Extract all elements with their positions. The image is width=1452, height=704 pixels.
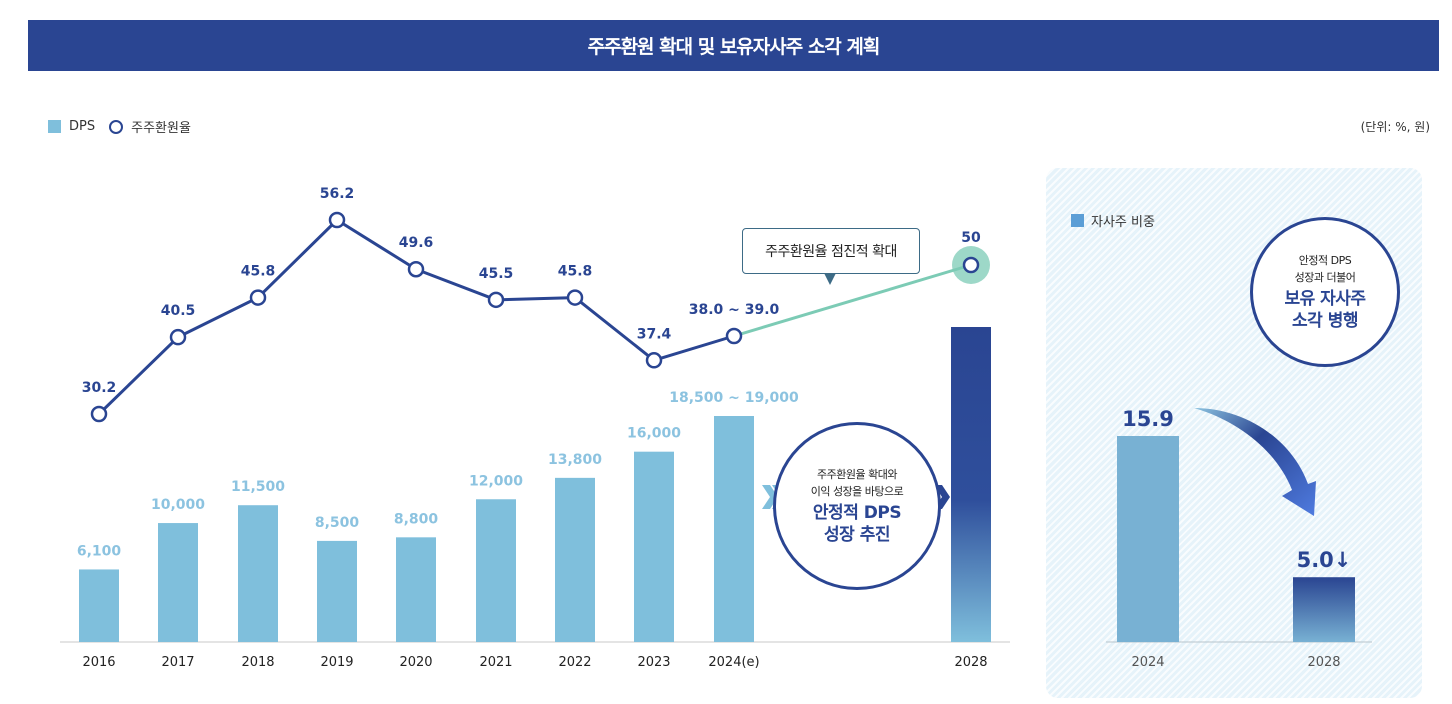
dps-bar-2023	[634, 451, 674, 642]
payout-ratio-point	[566, 289, 584, 306]
dps-bar-label: 6,100	[77, 543, 122, 559]
x-tick-label: 2021	[479, 655, 512, 670]
dps-legend-swatch	[48, 120, 61, 133]
treasury-x-tick-label: 2024	[1131, 655, 1164, 670]
dps-payout-chart: 6,100 10,000 11,500 8,500 8,800 12,000 13,800 1…	[60, 186, 1010, 670]
payout-ratio-label: 45.8	[558, 264, 593, 280]
treasury-legend-label: 자사주 비중	[1091, 215, 1155, 230]
treasury-legend-swatch	[1071, 214, 1084, 227]
dps-bar-label: 16,000	[627, 426, 681, 442]
treasury-bar-2028	[1293, 577, 1355, 642]
dps-bar-label: 11,500	[231, 479, 285, 495]
dps-bar-2024(e)	[714, 416, 754, 642]
dps-bar-2022	[555, 477, 595, 642]
payout-ratio-label: 49.6	[399, 235, 434, 251]
payout-ratio-point	[90, 405, 108, 423]
payout-ratio-point	[249, 289, 267, 306]
payout-ratio-point	[328, 211, 346, 229]
payout-ratio-point	[962, 256, 980, 274]
ratio-legend-marker-icon	[109, 119, 124, 134]
x-tick-label: 2020	[399, 655, 432, 670]
dps-bar-2028	[951, 327, 991, 642]
treasury-legend: 자사주 비중	[1071, 211, 1155, 230]
treasury-bar-label: 5.0↓	[1297, 548, 1352, 572]
payout-ratio-projection-line	[733, 263, 972, 338]
dps-bar-2020	[396, 537, 436, 642]
payout-ratio-point	[407, 260, 425, 278]
payout-callout: 주주환원율 점진적 확대	[742, 228, 920, 274]
page-title-banner: 주주환원 확대 및 보유자사주 소각 계획	[28, 20, 1439, 71]
dps-note-line2: 이익 성장을 바탕으로	[810, 485, 904, 498]
dps-bar-label: 8,500	[315, 515, 360, 531]
dps-bar-2021	[476, 499, 516, 642]
payout-ratio-label: 30.2	[82, 380, 117, 396]
unit-label: (단위: %, 원)	[1360, 120, 1430, 134]
payout-ratio-label: 45.5	[479, 266, 514, 282]
x-tick-label: 2017	[161, 655, 194, 670]
payout-ratio-point	[645, 352, 663, 369]
callout-tail	[824, 273, 836, 285]
page-title: 주주환원 확대 및 보유자사주 소각 계획	[587, 36, 881, 58]
dps-growth-note: 주주환원율 확대와 이익 성장을 바탕으로 안정적 DPS 성장 추진	[773, 422, 941, 590]
payout-ratio-point	[169, 328, 187, 346]
ratio-legend-label: 주주환원율	[131, 121, 191, 136]
treasury-x-tick-label: 2028	[1307, 655, 1340, 670]
x-tick-label: 2023	[637, 655, 670, 670]
x-tick-label: 2028	[954, 655, 987, 670]
treasury-cancel-note: 안정적 DPS 성장과 더불어 보유 자사주 소각 병행	[1250, 217, 1400, 367]
payout-ratio-point	[487, 291, 505, 309]
treasury-note-line1: 안정적 DPS	[1298, 254, 1352, 267]
dps-bar-label: 12,000	[469, 473, 523, 489]
x-tick-label: 2024(e)	[708, 655, 759, 670]
treasury-bar-label: 15.9	[1122, 407, 1174, 431]
payout-ratio-label: 50	[961, 230, 981, 246]
x-tick-label: 2016	[82, 655, 115, 670]
payout-ratio-point	[725, 327, 743, 345]
payout-ratio-label: 56.2	[320, 186, 355, 202]
treasury-stock-chart: 15.9 2024 5.0↓ 2028	[1106, 407, 1372, 670]
dps-note-line3: 안정적 DPS	[812, 503, 902, 523]
x-tick-label: 2018	[241, 655, 274, 670]
treasury-note-line3: 보유 자사주	[1284, 289, 1366, 309]
dps-bar-label: 18,500 ~ 19,000	[669, 390, 799, 406]
dps-bar-label: 10,000	[151, 497, 205, 513]
decrease-arrow-icon	[1194, 408, 1316, 516]
dps-bar-2016	[79, 569, 119, 642]
dps-note-line4: 성장 추진	[824, 525, 890, 545]
payout-ratio-label: 38.0 ~ 39.0	[689, 302, 780, 318]
treasury-note-line4: 소각 병행	[1292, 311, 1358, 331]
dps-bar-2019	[317, 540, 357, 642]
payout-ratio-label: 45.8	[241, 264, 276, 280]
dps-bar-2017	[158, 523, 198, 642]
dps-note-line1: 주주환원율 확대와	[817, 468, 897, 481]
treasury-note-line2: 성장과 더불어	[1294, 271, 1356, 284]
dps-bar-2018	[238, 505, 278, 642]
x-tick-label: 2019	[320, 655, 353, 670]
dps-legend-label: DPS	[69, 119, 96, 134]
payout-ratio-label: 37.4	[637, 326, 672, 342]
x-tick-label: 2022	[558, 655, 591, 670]
main-chart-legend: DPS 주주환원율	[48, 117, 191, 136]
dps-bar-label: 13,800	[548, 452, 602, 468]
payout-ratio-label: 40.5	[161, 303, 196, 319]
treasury-bar-2024	[1117, 436, 1179, 642]
dps-bar-label: 8,800	[394, 511, 439, 527]
callout-text: 주주환원율 점진적 확대	[765, 244, 897, 260]
